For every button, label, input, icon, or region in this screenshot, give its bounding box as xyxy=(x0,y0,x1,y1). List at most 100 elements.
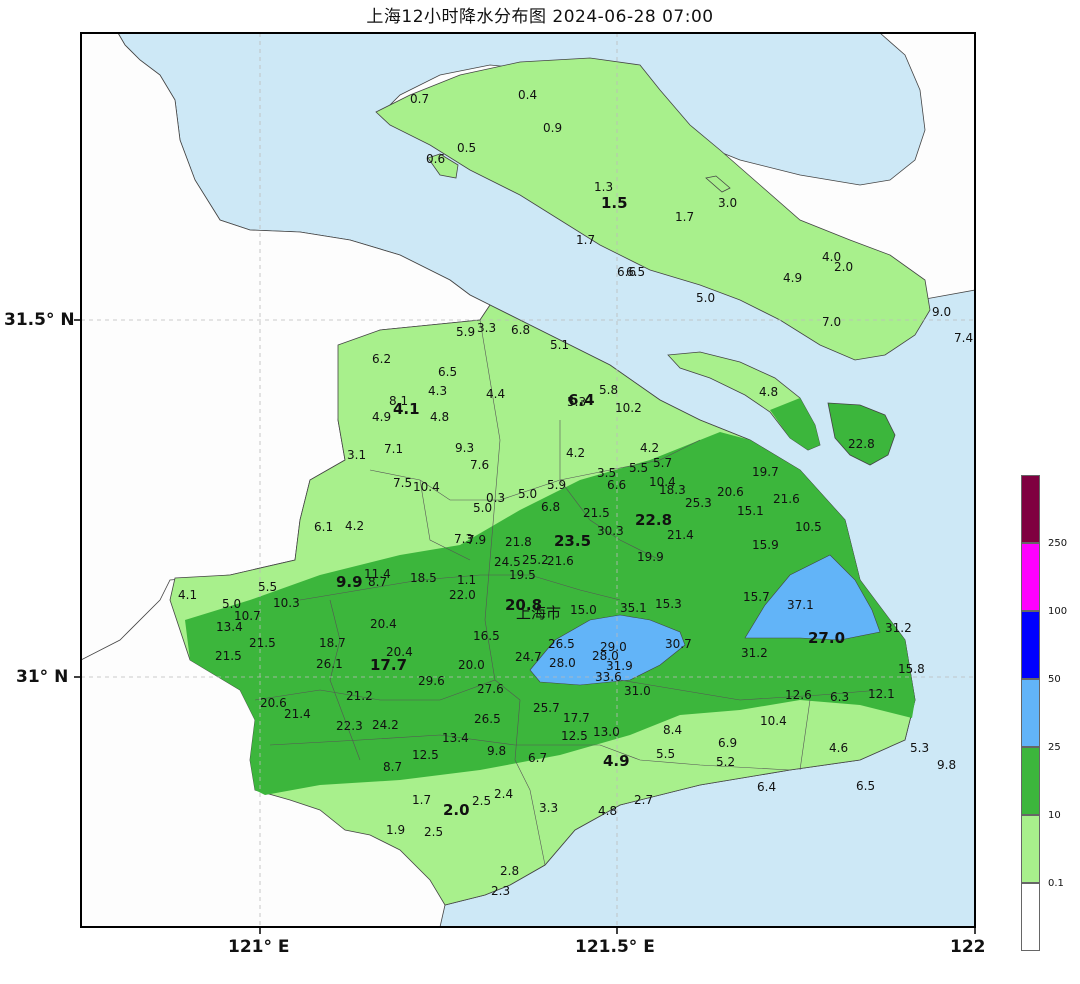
station-value: 6.8 xyxy=(511,323,530,337)
station-value: 21.5 xyxy=(215,649,242,663)
station-value: 15.0 xyxy=(570,603,597,617)
station-value: 2.0 xyxy=(834,260,853,274)
station-value: 17.7 xyxy=(563,711,590,725)
station-value: 4.1 xyxy=(393,400,420,418)
station-value: 0.4 xyxy=(518,88,537,102)
station-value: 20.4 xyxy=(386,645,413,659)
station-value: 1.1 xyxy=(457,573,476,587)
station-value: 15.8 xyxy=(898,662,925,676)
station-value: 7.5 xyxy=(393,476,412,490)
station-value: 4.8 xyxy=(759,385,778,399)
lon-label-121: 121° E xyxy=(228,937,290,957)
map-frame xyxy=(80,32,976,928)
station-value: 0.5 xyxy=(457,141,476,155)
station-value: 1.9 xyxy=(386,823,405,837)
station-value: 28.0 xyxy=(549,656,576,670)
map-title: 上海12小时降水分布图 2024-06-28 07:00 xyxy=(366,7,714,27)
station-value: 21.4 xyxy=(667,528,694,542)
station-value: 5.1 xyxy=(550,338,569,352)
station-value: 31.0 xyxy=(624,684,651,698)
station-value: 5.0 xyxy=(518,487,537,501)
station-value: 15.9 xyxy=(752,538,779,552)
station-value: 1.5 xyxy=(601,194,628,212)
station-value: 21.5 xyxy=(583,506,610,520)
station-value: 35.1 xyxy=(620,601,647,615)
legend-label-250: 250 xyxy=(1048,538,1068,549)
station-value: 4.8 xyxy=(598,804,617,818)
station-value: 6.5 xyxy=(856,779,875,793)
station-value: 5.5 xyxy=(656,747,675,761)
station-value: 30.7 xyxy=(665,637,692,651)
station-value: 10.4 xyxy=(649,475,676,489)
station-value: 20.6 xyxy=(260,696,287,710)
station-value: 6.2 xyxy=(372,352,391,366)
station-value: 28.0 xyxy=(592,649,619,663)
station-value: 6.8 xyxy=(541,500,560,514)
station-value: 30.3 xyxy=(597,524,624,538)
city-label-shanghai: 上海市 xyxy=(516,604,561,622)
station-value: 5.9 xyxy=(547,478,566,492)
station-value: 29.6 xyxy=(418,674,445,688)
station-value: 13.0 xyxy=(593,725,620,739)
station-value: 12.1 xyxy=(868,687,895,701)
station-value: 12.5 xyxy=(561,729,588,743)
station-value: 21.8 xyxy=(505,535,532,549)
station-value: 25.7 xyxy=(533,701,560,715)
rain-band-10-25 xyxy=(185,432,915,795)
station-value: 10.3 xyxy=(273,596,300,610)
station-value: 19.5 xyxy=(509,568,536,582)
station-value: 20.0 xyxy=(458,658,485,672)
tick-marks xyxy=(74,319,976,934)
station-value: 24.2 xyxy=(372,718,399,732)
station-value: 6.7 xyxy=(528,751,547,765)
station-value: 29.0 xyxy=(600,640,627,654)
station-value: 21.2 xyxy=(346,689,373,703)
station-value: 2.8 xyxy=(500,864,519,878)
station-value: 7.9 xyxy=(467,533,486,547)
station-value: 16.5 xyxy=(473,629,500,643)
station-value: 2.4 xyxy=(494,787,513,801)
legend-label-25: 25 xyxy=(1048,742,1061,753)
rain-patch-25-50-b xyxy=(744,554,881,641)
legend-swatch-100 xyxy=(1021,543,1040,611)
station-value: 4.2 xyxy=(345,519,364,533)
station-value: 3.1 xyxy=(347,448,366,462)
station-value: 21.4 xyxy=(284,707,311,721)
legend-swatch-0 xyxy=(1021,883,1040,951)
station-value: 9.9 xyxy=(336,573,363,591)
station-value: 2.5 xyxy=(472,794,491,808)
station-value: 26.5 xyxy=(474,712,501,726)
legend-swatch-01 xyxy=(1021,815,1040,883)
station-value: 0.3 xyxy=(486,491,505,505)
station-value: 22.3 xyxy=(336,719,363,733)
station-value: 24.5 xyxy=(494,555,521,569)
lat-label-31-5: 31.5° N xyxy=(4,310,75,330)
station-value: 22.8 xyxy=(848,437,875,451)
district-boundaries xyxy=(254,319,881,866)
station-value: 8.4 xyxy=(663,723,682,737)
small-islet-1 xyxy=(427,153,459,179)
hengsha-island xyxy=(827,402,896,466)
station-value: 7.1 xyxy=(384,442,403,456)
station-value: 0.6 xyxy=(426,152,445,166)
station-value: 25.2 xyxy=(522,553,549,567)
rain-patch-25-50-a xyxy=(529,614,686,686)
lon-label-121-5: 121.5° E xyxy=(575,937,655,957)
station-value: 5.0 xyxy=(473,501,492,515)
station-value: 37.1 xyxy=(787,598,814,612)
legend-label-100: 100 xyxy=(1048,606,1068,617)
station-value: 1.7 xyxy=(412,793,431,807)
station-value: 26.1 xyxy=(316,657,343,671)
station-value: 6.9 xyxy=(718,736,737,750)
station-value: 15.1 xyxy=(737,504,764,518)
station-value: 33.6 xyxy=(595,670,622,684)
station-value: 0.9 xyxy=(543,121,562,135)
changxing-island-rain xyxy=(770,398,820,450)
legend-label-50: 50 xyxy=(1048,674,1061,685)
station-value: 4.2 xyxy=(566,446,585,460)
station-value: 4.9 xyxy=(372,410,391,424)
station-value: 2.3 xyxy=(491,884,510,898)
station-value: 10.4 xyxy=(413,480,440,494)
station-value: 2.7 xyxy=(634,793,653,807)
legend-swatch-25 xyxy=(1021,679,1040,747)
